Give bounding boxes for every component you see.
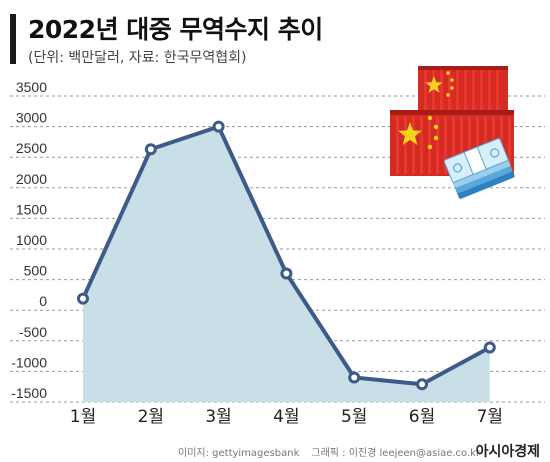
chart-subtitle: (단위: 백만달러, 자료: 한국무역협회): [28, 50, 247, 66]
graphic-credit: 그래픽 : 이진경 leejeen@asiae.co.kr: [311, 448, 481, 459]
footer: 이미지: gettyimagesbank 그래픽 : 이진경 leejeen@as…: [0, 441, 550, 462]
y-tick-label: 1000: [16, 232, 47, 248]
chart-title: 2022년 대중 무역수지 추이: [28, 15, 323, 44]
y-tick-label: -1000: [11, 354, 47, 370]
y-tick-label: 3500: [16, 79, 47, 95]
data-point: [212, 120, 225, 133]
x-tick-label: 2월: [138, 407, 164, 427]
data-point: [348, 371, 361, 384]
title-accent-bar: [10, 14, 16, 64]
y-tick-label: 2500: [16, 140, 47, 156]
area-fill: [83, 126, 490, 402]
y-tick-label: -1500: [11, 385, 47, 401]
brand-logo: 아시아경제: [475, 444, 540, 460]
y-tick-label: 2000: [16, 171, 47, 187]
x-tick-label: 3월: [205, 407, 231, 427]
y-tick-label: 3000: [16, 110, 47, 126]
y-tick-label: 500: [24, 263, 48, 279]
x-axis-ticks: 1월 2월 3월 4월 5월 6월 7월: [70, 407, 503, 427]
image-credit: 이미지: gettyimagesbank: [178, 448, 300, 459]
data-point: [416, 378, 428, 391]
y-axis-ticks: 3500 3000 2500 2000 1500 1000 500 0 -500 -1000 -15…: [11, 79, 47, 401]
x-tick-label: 7월: [477, 407, 503, 427]
x-tick-label: 1월: [70, 407, 96, 427]
data-points: [77, 120, 496, 391]
y-tick-label: -500: [19, 324, 47, 340]
x-tick-label: 6월: [409, 407, 435, 427]
data-point: [77, 292, 89, 305]
x-tick-label: 5월: [341, 407, 367, 427]
data-point: [280, 267, 293, 280]
x-tick-label: 4월: [273, 407, 299, 427]
credits: 이미지: gettyimagesbank 그래픽 : 이진경 leejeen@as…: [178, 444, 480, 459]
data-point: [144, 143, 157, 156]
y-tick-label: 1500: [16, 201, 47, 217]
data-point: [483, 341, 496, 354]
trade-balance-chart: 3500 3000 2500 2000 1500 1000 500 0 -500 -1000 -15…: [10, 66, 545, 427]
china-flag-containers-and-money-icon: [390, 66, 515, 199]
y-tick-label: 0: [39, 293, 47, 309]
